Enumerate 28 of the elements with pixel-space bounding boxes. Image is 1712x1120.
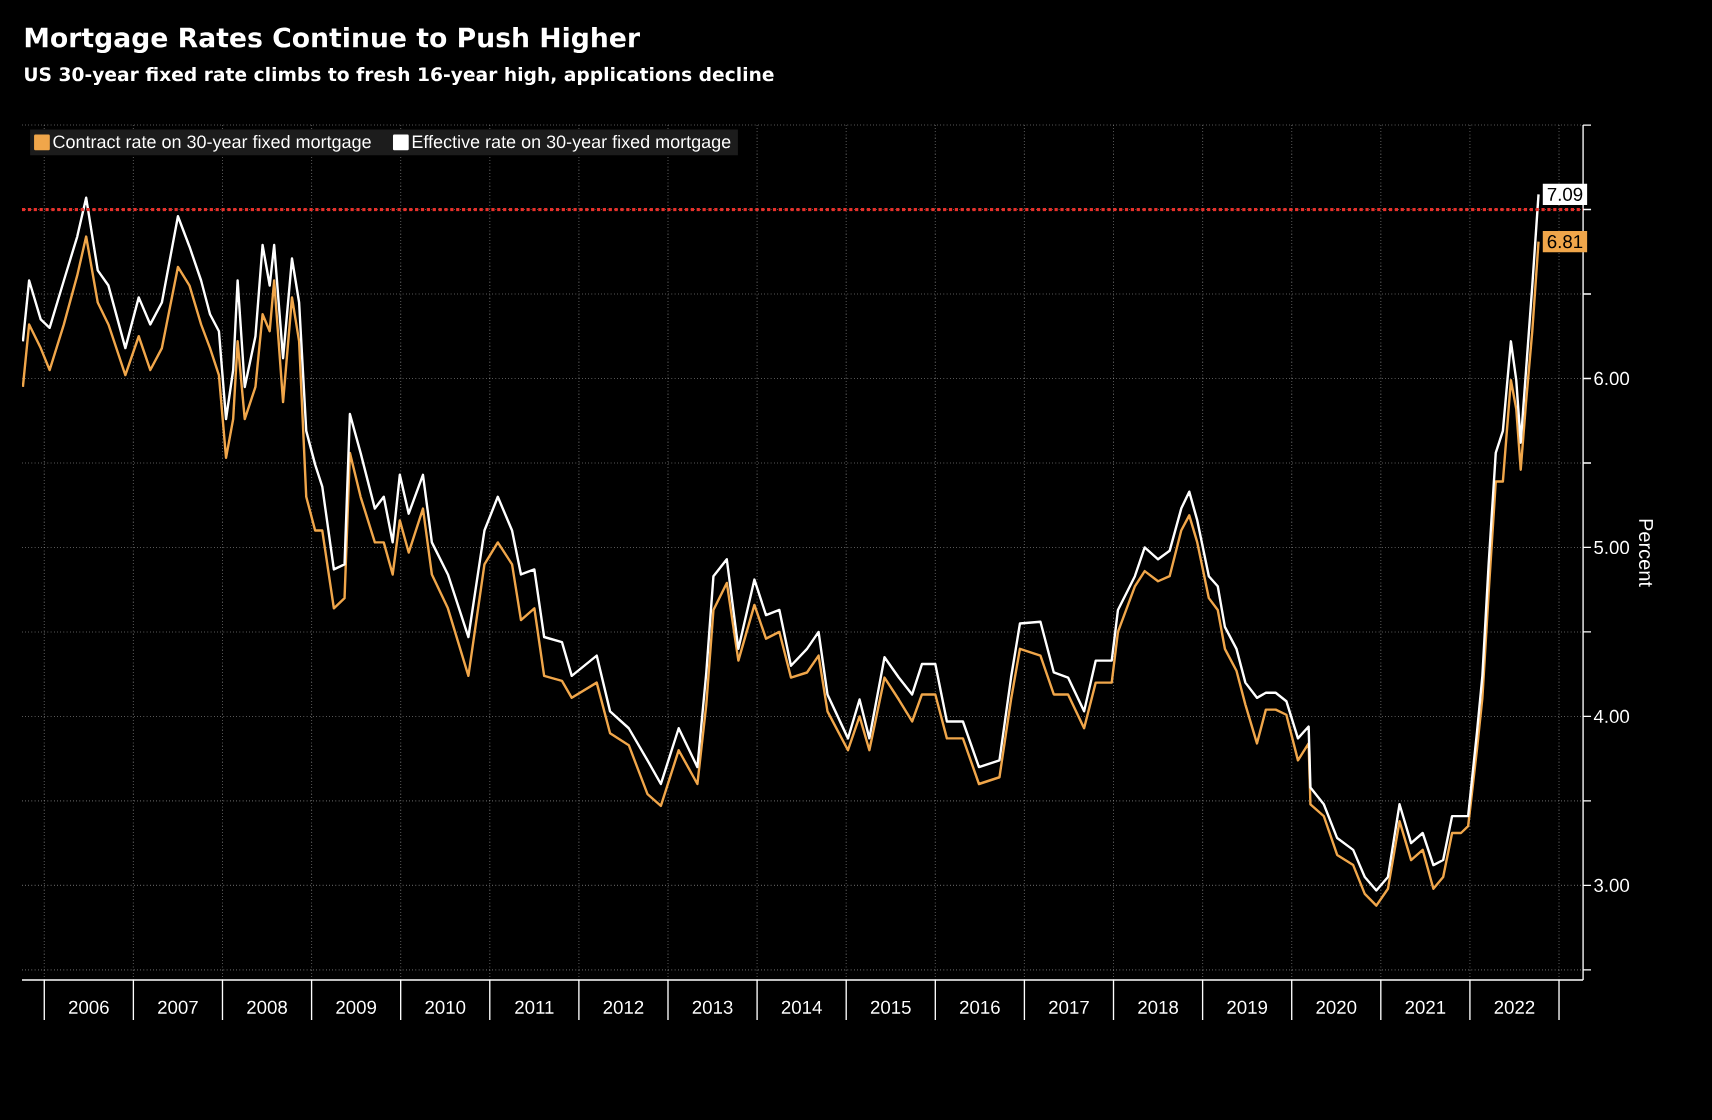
annotation: 7.09 — [1547, 187, 1583, 201]
x-tick-label: 2012 — [603, 1000, 644, 1014]
x-tick-label: 2021 — [1405, 1000, 1446, 1014]
x-tick-label: 2022 — [1494, 1000, 1535, 1014]
x-tick-label: 2013 — [692, 1000, 733, 1014]
chart-title: Mortgage Rates Continue to Push Higher — [25, 26, 640, 53]
y-tick-label: 5.00 — [1594, 540, 1630, 555]
x-tick-label: 2006 — [69, 1000, 109, 1014]
legend-label: Contract rate on 30-year fixed mortgage — [53, 134, 371, 152]
x-tick-label: 2019 — [1227, 1000, 1268, 1014]
x-tick-label: 2015 — [870, 1000, 911, 1014]
y-tick-label: 3.00 — [1594, 878, 1630, 892]
x-tick-label: 2008 — [247, 1000, 287, 1014]
x-tick-label: 2017 — [1049, 1000, 1089, 1014]
x-tick-label: 2007 — [158, 1000, 198, 1014]
y-tick-label: 4.00 — [1593, 709, 1630, 724]
y-tick-label: 6.00 — [1594, 371, 1630, 386]
annotation: 6.81 — [1547, 235, 1583, 249]
x-tick-label: 2009 — [336, 1000, 376, 1014]
x-tick-label: 2010 — [425, 1000, 466, 1014]
x-tick-label: 2016 — [960, 1000, 1000, 1014]
legend-label: Effective rate on 30-year fixed mortgage — [412, 134, 731, 152]
x-tick-label: 2018 — [1138, 1000, 1179, 1014]
chart-subtitle: US 30-year fixed rate climbs to fresh 16-year high, applications decline — [25, 66, 774, 86]
x-tick-label: 2011 — [515, 1000, 554, 1014]
y-axis-title: Percent — [1638, 519, 1653, 587]
x-tick-label: 2020 — [1316, 1000, 1357, 1014]
x-tick-label: 2014 — [781, 1000, 822, 1014]
